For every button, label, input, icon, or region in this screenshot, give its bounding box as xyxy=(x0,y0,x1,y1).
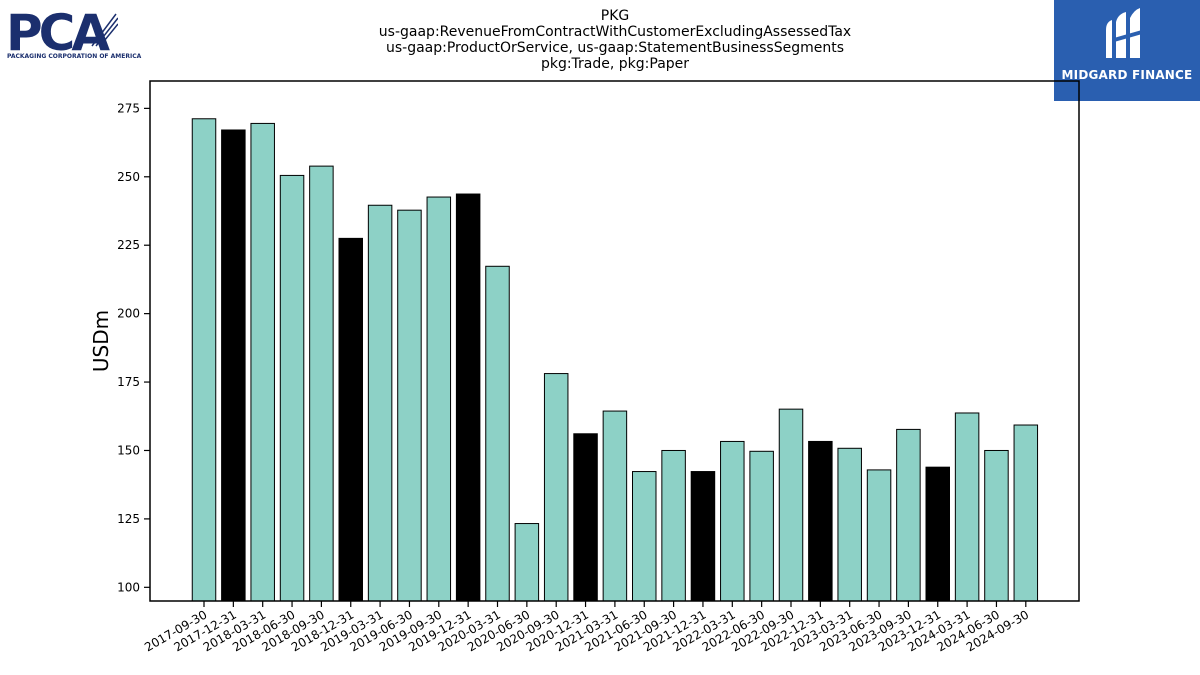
y-axis-label: USDm xyxy=(89,310,113,372)
bar xyxy=(426,196,452,602)
bar xyxy=(573,433,598,602)
bar xyxy=(455,193,481,602)
bar xyxy=(191,118,217,602)
y-tick-label: 150 xyxy=(117,443,140,457)
y-tick-label: 250 xyxy=(117,170,140,184)
bar xyxy=(866,469,892,602)
bar xyxy=(661,449,686,602)
bar xyxy=(954,412,980,602)
bar xyxy=(279,174,305,602)
bar xyxy=(749,450,774,602)
bar xyxy=(338,237,363,602)
y-axis: 100 125 150 175 200 225 250 275 xyxy=(117,101,150,594)
y-tick-label: 100 xyxy=(117,580,140,594)
bar xyxy=(778,408,804,602)
bar xyxy=(1013,424,1039,602)
bars xyxy=(191,118,1039,602)
bar xyxy=(632,471,657,602)
chart-title-line: us-gaap:RevenueFromContractWithCustomerE… xyxy=(379,24,851,40)
bar xyxy=(720,440,745,602)
y-tick-label: 200 xyxy=(117,307,140,321)
pca-logo-subtitle: PACKAGING CORPORATION OF AMERICA xyxy=(7,53,142,60)
bar xyxy=(602,410,628,602)
pca-logo: PCA PACKAGING CORPORATION OF AMERICA xyxy=(6,4,141,62)
bar xyxy=(397,209,422,602)
bar xyxy=(309,165,334,602)
bar xyxy=(543,373,569,602)
bar xyxy=(808,440,833,602)
x-axis: 2017-09-302017-12-312018-03-312018-06-30… xyxy=(142,601,1031,654)
chart-title: PKGus-gaap:RevenueFromContractWithCustom… xyxy=(379,8,851,72)
chart-title-line: us-gaap:ProductOrService, us-gaap:Statem… xyxy=(386,40,844,56)
bar xyxy=(514,523,540,602)
bar xyxy=(925,466,950,602)
y-tick-label: 175 xyxy=(117,375,140,389)
bar xyxy=(896,428,921,602)
y-tick-label: 275 xyxy=(117,101,140,115)
midgard-logo-mark xyxy=(1106,8,1143,58)
bar xyxy=(485,265,510,602)
bar xyxy=(250,122,275,602)
midgard-logo-text: MIDGARD FINANCE xyxy=(1061,68,1193,82)
bar xyxy=(690,471,716,602)
pca-logo-letters: PCA xyxy=(6,6,110,54)
bar xyxy=(221,129,246,602)
chart-title-line: pkg:Trade, pkg:Paper xyxy=(541,56,689,72)
pca-logo-mark: PCA xyxy=(6,4,119,62)
y-tick-label: 225 xyxy=(117,238,140,252)
midgard-finance-logo: MIDGARD FINANCE xyxy=(1054,0,1200,101)
plot-frame xyxy=(149,80,1080,602)
bar xyxy=(837,447,862,602)
y-tick-label: 125 xyxy=(117,512,140,526)
bar xyxy=(367,204,393,602)
bar xyxy=(984,449,1009,602)
chart-title-line: PKG xyxy=(601,8,629,24)
